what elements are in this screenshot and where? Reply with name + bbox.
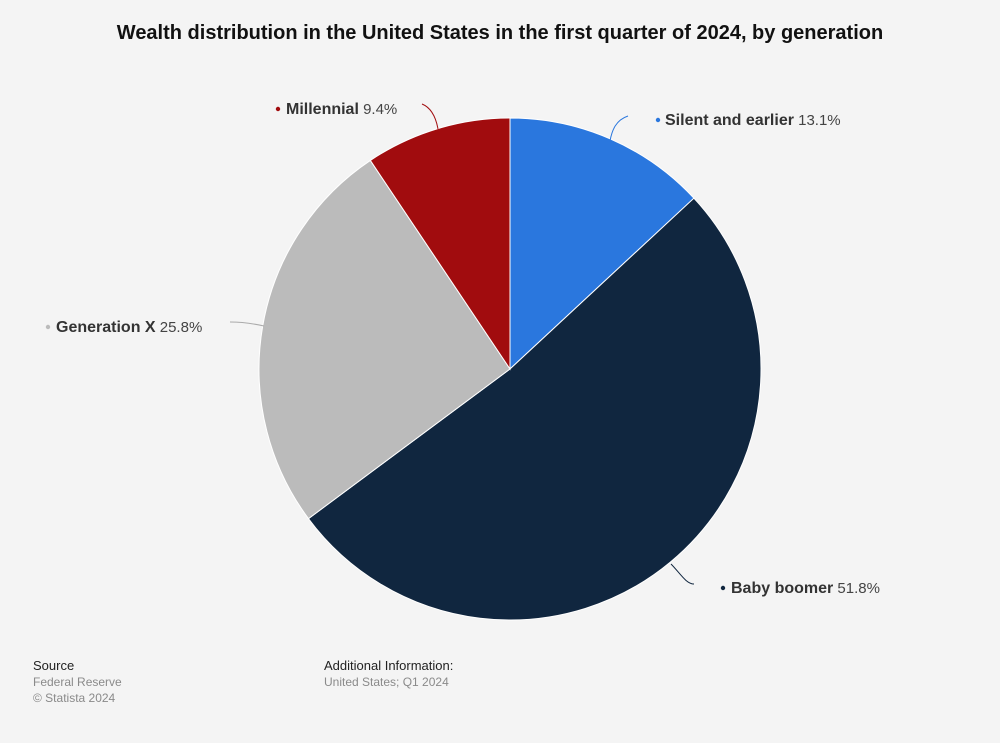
copyright-text: © Statista 2024 xyxy=(33,691,116,705)
pie-slices xyxy=(258,117,762,621)
slice-label-name: Baby boomer xyxy=(731,580,833,597)
slice-label: Baby boomer 51.8% xyxy=(731,580,880,597)
source-block: Source Federal Reserve © Statista 2024 xyxy=(33,658,122,706)
pie-chart: Silent and earlier 13.1% Baby boomer 51.8… xyxy=(45,101,880,621)
slice-label-name: Generation X xyxy=(56,319,156,336)
legend-bullet-icon xyxy=(45,324,51,330)
label-connectors xyxy=(229,103,695,585)
source-label: Source xyxy=(33,658,75,673)
additional-info-value: United States; Q1 2024 xyxy=(324,675,449,689)
connector-line xyxy=(670,563,695,585)
connector-line xyxy=(229,321,265,327)
legend-bullet-icon xyxy=(655,117,661,123)
connector-line xyxy=(421,103,439,130)
slice-label-value: 9.4% xyxy=(359,101,397,118)
slice-label-value: 13.1% xyxy=(794,112,841,129)
slice-label-name: Millennial xyxy=(286,101,359,118)
additional-info-block: Additional Information: United States; Q… xyxy=(324,658,453,690)
chart-title: Wealth distribution in the United States… xyxy=(116,22,884,44)
slice-label-value: 25.8% xyxy=(156,319,203,336)
slice-label-value: 51.8% xyxy=(833,580,880,597)
connector-line xyxy=(609,115,629,142)
slice-label: Silent and earlier 13.1% xyxy=(665,112,841,129)
pie-slice-millennial[interactable] xyxy=(369,117,511,371)
slice-label: Millennial 9.4% xyxy=(286,101,397,118)
source-value[interactable]: Federal Reserve xyxy=(33,675,122,689)
additional-info-label: Additional Information: xyxy=(324,658,454,673)
legend-bullet-icon xyxy=(720,585,726,591)
pie-slice-baby-boomer[interactable] xyxy=(307,197,762,621)
pie-slice-generation-x[interactable] xyxy=(258,159,511,520)
slice-label-name: Silent and earlier xyxy=(665,112,794,129)
legend-bullet-icon xyxy=(275,106,281,112)
slice-labels: Silent and earlier 13.1% Baby boomer 51.8… xyxy=(45,101,880,597)
slice-label: Generation X 25.8% xyxy=(56,319,202,336)
